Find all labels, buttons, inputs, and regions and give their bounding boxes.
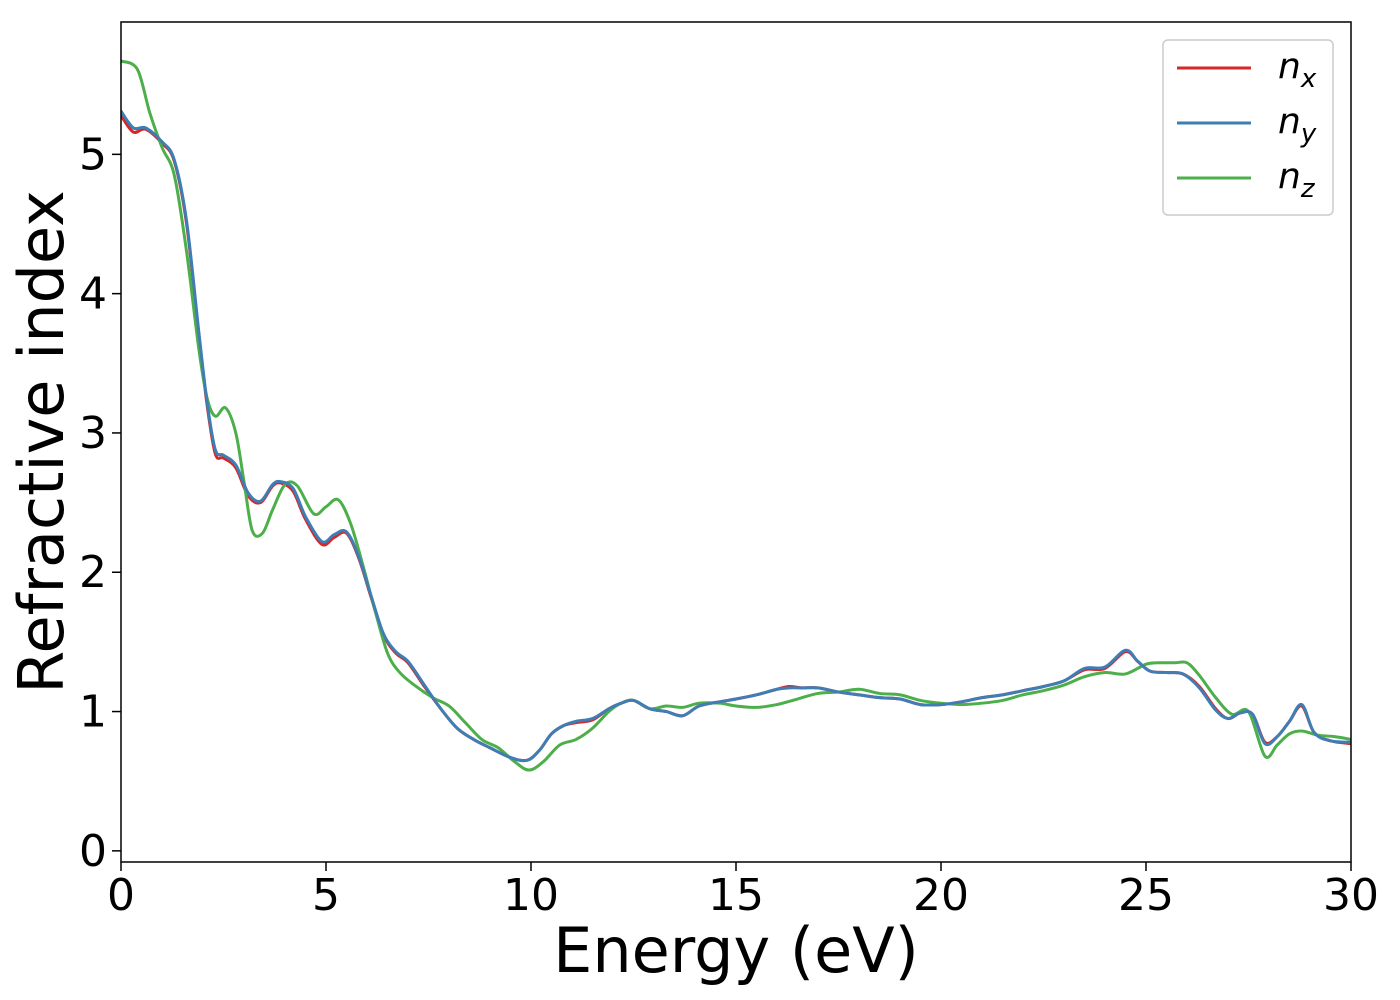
y-axis-ticks: 0 1 2 3 4 5 bbox=[79, 129, 121, 877]
x-tick-label: 30 bbox=[1323, 870, 1379, 921]
series-layer bbox=[121, 59, 1351, 772]
legend-box bbox=[1162, 39, 1334, 216]
x-tick-label: 20 bbox=[913, 870, 969, 921]
x-axis-ticks: 0 5 10 15 20 25 30 bbox=[107, 862, 1379, 921]
legend-entry-x: nx bbox=[1278, 46, 1317, 94]
y-tick-label: 1 bbox=[79, 687, 107, 738]
series-line-y bbox=[121, 109, 1351, 763]
x-tick-label: 15 bbox=[708, 870, 764, 921]
y-tick-label: 0 bbox=[79, 826, 107, 877]
y-tick-label: 5 bbox=[79, 129, 107, 180]
y-tick-label: 3 bbox=[79, 408, 107, 459]
x-axis-label: Energy (eV) bbox=[553, 914, 919, 987]
x-tick-label: 10 bbox=[503, 870, 559, 921]
x-tick-label: 0 bbox=[107, 870, 135, 921]
x-tick-label: 5 bbox=[312, 870, 340, 921]
legend: nx ny nz bbox=[1162, 39, 1334, 216]
y-tick-label: 2 bbox=[79, 547, 107, 598]
x-tick-label: 25 bbox=[1118, 870, 1174, 921]
y-tick-label: 4 bbox=[79, 269, 107, 320]
y-axis-label: Refractive index bbox=[5, 190, 78, 694]
legend-entry-y: ny bbox=[1278, 101, 1317, 149]
legend-entry-z: nz bbox=[1278, 156, 1316, 204]
